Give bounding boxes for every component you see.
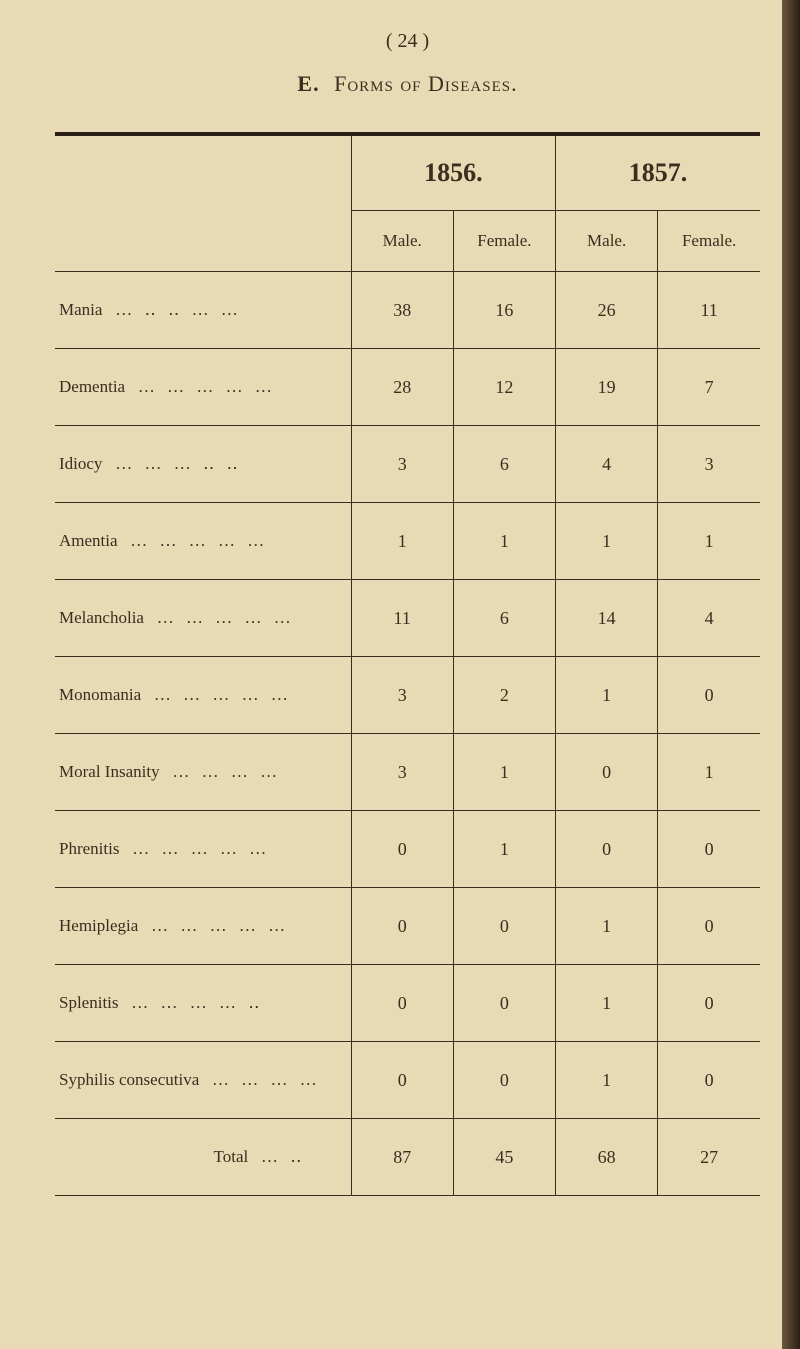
value-1856-female: 0	[453, 888, 555, 965]
total-1857-male: 68	[556, 1119, 658, 1196]
year-1856-header: 1856.	[351, 134, 555, 211]
table-row: Amentia … … … … … 1 1 1 1	[55, 503, 760, 580]
value-1856-female: 2	[453, 657, 555, 734]
page-title: E. Forms of Diseases.	[55, 71, 760, 97]
value-1857-male: 1	[556, 1042, 658, 1119]
value-1857-male: 4	[556, 426, 658, 503]
female-1856-header: Female.	[453, 211, 555, 272]
value-1856-male: 1	[351, 503, 453, 580]
disease-label: Hemiplegia … … … … …	[55, 888, 351, 965]
value-1856-male: 0	[351, 888, 453, 965]
title-text: Forms of Diseases.	[334, 71, 518, 96]
value-1857-female: 11	[658, 272, 760, 349]
value-1857-female: 0	[658, 888, 760, 965]
value-1857-female: 4	[658, 580, 760, 657]
disease-label: Mania … ‥ ‥ … …	[55, 272, 351, 349]
table-row: Dementia … … … … … 28 12 19 7	[55, 349, 760, 426]
value-1857-female: 1	[658, 503, 760, 580]
value-1857-female: 1	[658, 734, 760, 811]
value-1856-female: 16	[453, 272, 555, 349]
value-1856-female: 6	[453, 580, 555, 657]
table-row: Mania … ‥ ‥ … … 38 16 26 11	[55, 272, 760, 349]
value-1857-male: 0	[556, 811, 658, 888]
table-row: Hemiplegia … … … … … 0 0 1 0	[55, 888, 760, 965]
value-1856-male: 3	[351, 426, 453, 503]
value-1857-female: 0	[658, 811, 760, 888]
table-row: Phrenitis … … … … … 0 1 0 0	[55, 811, 760, 888]
value-1857-male: 14	[556, 580, 658, 657]
disease-label: Melancholia … … … … …	[55, 580, 351, 657]
table-row: Idiocy … … … ‥ ‥ 3 6 4 3	[55, 426, 760, 503]
value-1856-female: 0	[453, 1042, 555, 1119]
value-1857-male: 1	[556, 965, 658, 1042]
value-1856-female: 0	[453, 965, 555, 1042]
disease-label: Idiocy … … … ‥ ‥	[55, 426, 351, 503]
value-1856-male: 28	[351, 349, 453, 426]
value-1856-female: 1	[453, 811, 555, 888]
total-1856-female: 45	[453, 1119, 555, 1196]
header-empty	[55, 134, 351, 272]
value-1856-male: 0	[351, 1042, 453, 1119]
total-row: Total … ‥ 87 45 68 27	[55, 1119, 760, 1196]
disease-label: Syphilis consecutiva … … … …	[55, 1042, 351, 1119]
disease-label: Amentia … … … … …	[55, 503, 351, 580]
disease-label: Dementia … … … … …	[55, 349, 351, 426]
male-1856-header: Male.	[351, 211, 453, 272]
value-1856-male: 3	[351, 734, 453, 811]
document-page: ( 24 ) E. Forms of Diseases. 1856. 1857.…	[0, 0, 800, 1236]
value-1857-female: 0	[658, 1042, 760, 1119]
diseases-table: 1856. 1857. Male. Female. Male. Female. …	[55, 132, 760, 1196]
table-row: Splenitis … … … … ‥ 0 0 1 0	[55, 965, 760, 1042]
total-1856-male: 87	[351, 1119, 453, 1196]
value-1856-male: 38	[351, 272, 453, 349]
value-1857-male: 19	[556, 349, 658, 426]
value-1856-female: 6	[453, 426, 555, 503]
value-1857-male: 1	[556, 503, 658, 580]
total-label: Total … ‥	[55, 1119, 351, 1196]
page-number: ( 24 )	[55, 30, 760, 53]
value-1856-male: 0	[351, 811, 453, 888]
value-1857-male: 1	[556, 888, 658, 965]
value-1856-male: 3	[351, 657, 453, 734]
page-edge-shadow	[782, 0, 800, 1349]
table-row: Syphilis consecutiva … … … … 0 0 1 0	[55, 1042, 760, 1119]
table-row: Melancholia … … … … … 11 6 14 4	[55, 580, 760, 657]
value-1857-male: 0	[556, 734, 658, 811]
disease-label: Phrenitis … … … … …	[55, 811, 351, 888]
male-1857-header: Male.	[556, 211, 658, 272]
year-1857-header: 1857.	[556, 134, 760, 211]
value-1857-male: 26	[556, 272, 658, 349]
table-row: Moral Insanity … … … … 3 1 0 1	[55, 734, 760, 811]
value-1856-female: 12	[453, 349, 555, 426]
value-1856-female: 1	[453, 503, 555, 580]
value-1857-male: 1	[556, 657, 658, 734]
table-row: Monomania … … … … … 3 2 1 0	[55, 657, 760, 734]
value-1856-male: 0	[351, 965, 453, 1042]
total-1857-female: 27	[658, 1119, 760, 1196]
disease-label: Splenitis … … … … ‥	[55, 965, 351, 1042]
value-1857-female: 7	[658, 349, 760, 426]
section-letter: E.	[297, 71, 319, 96]
value-1856-male: 11	[351, 580, 453, 657]
disease-label: Moral Insanity … … … …	[55, 734, 351, 811]
female-1857-header: Female.	[658, 211, 760, 272]
disease-label: Monomania … … … … …	[55, 657, 351, 734]
value-1857-female: 0	[658, 965, 760, 1042]
value-1857-female: 0	[658, 657, 760, 734]
value-1856-female: 1	[453, 734, 555, 811]
value-1857-female: 3	[658, 426, 760, 503]
